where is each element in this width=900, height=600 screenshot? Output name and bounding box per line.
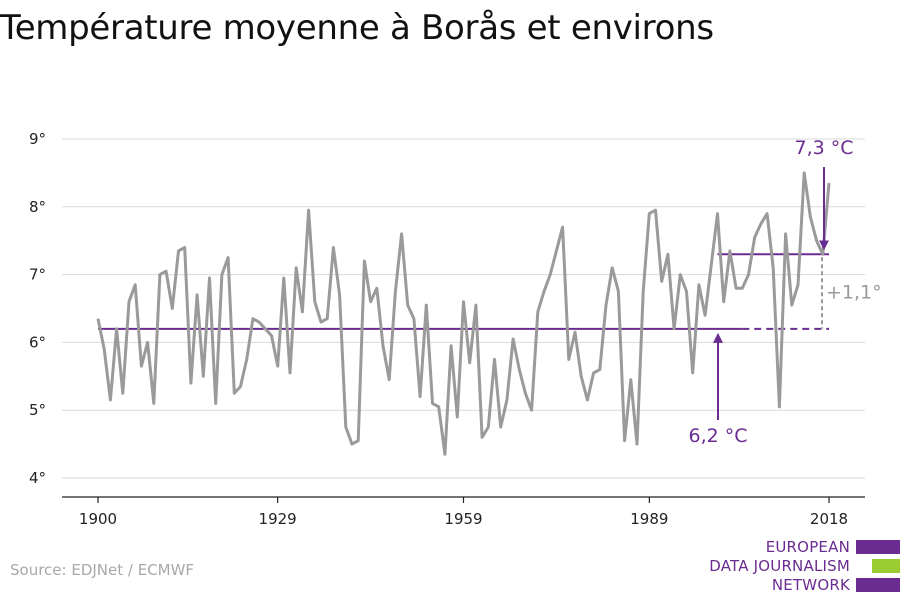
x-axis: 1900 1929 1959 1989 2018 xyxy=(62,496,865,528)
x-tick-label: 1929 xyxy=(259,510,297,528)
logo-bar-2 xyxy=(872,559,900,573)
grid-lines xyxy=(62,138,865,479)
annotation-label-low: 6,2 °C xyxy=(688,425,747,447)
logo-line-2: DATA JOURNALISM xyxy=(709,557,850,575)
x-tick-label: 1959 xyxy=(444,510,482,528)
y-tick-label: 7° xyxy=(29,266,46,284)
edjnet-logo: EUROPEAN DATA JOURNALISM NETWORK xyxy=(700,538,900,594)
y-axis: 4° 5° 6° 7° 8° 9° xyxy=(29,130,46,487)
page-title: Température moyenne à Borås et environs xyxy=(0,8,714,48)
x-tick-label: 1989 xyxy=(630,510,668,528)
x-tick-label: 1900 xyxy=(79,510,117,528)
temperature-line-chart: 4° 5° 6° 7° 8° 9° 1900 1929 1959 1989 2018 7,3 °C… xyxy=(29,130,882,528)
logo-line-1: EUROPEAN xyxy=(765,538,850,556)
series-group xyxy=(96,171,831,456)
y-tick-label: 6° xyxy=(29,333,46,351)
x-tick-label: 2018 xyxy=(810,510,848,528)
y-tick-label: 9° xyxy=(29,130,46,148)
annotations: 7,3 °C 6,2 °C +1,1° xyxy=(688,137,881,447)
logo-line-3: NETWORK xyxy=(771,576,850,594)
logo-bar-3 xyxy=(856,578,900,592)
y-tick-label: 4° xyxy=(29,469,46,487)
series-line-0 xyxy=(96,171,831,456)
source-text: Source: EDJNet / ECMWF xyxy=(10,561,195,579)
y-tick-label: 8° xyxy=(29,198,46,216)
y-tick-label: 5° xyxy=(29,401,46,419)
logo-bar-1 xyxy=(856,540,900,554)
annotation-difference: +1,1° xyxy=(826,282,882,304)
annotation-label-high: 7,3 °C xyxy=(794,137,853,159)
